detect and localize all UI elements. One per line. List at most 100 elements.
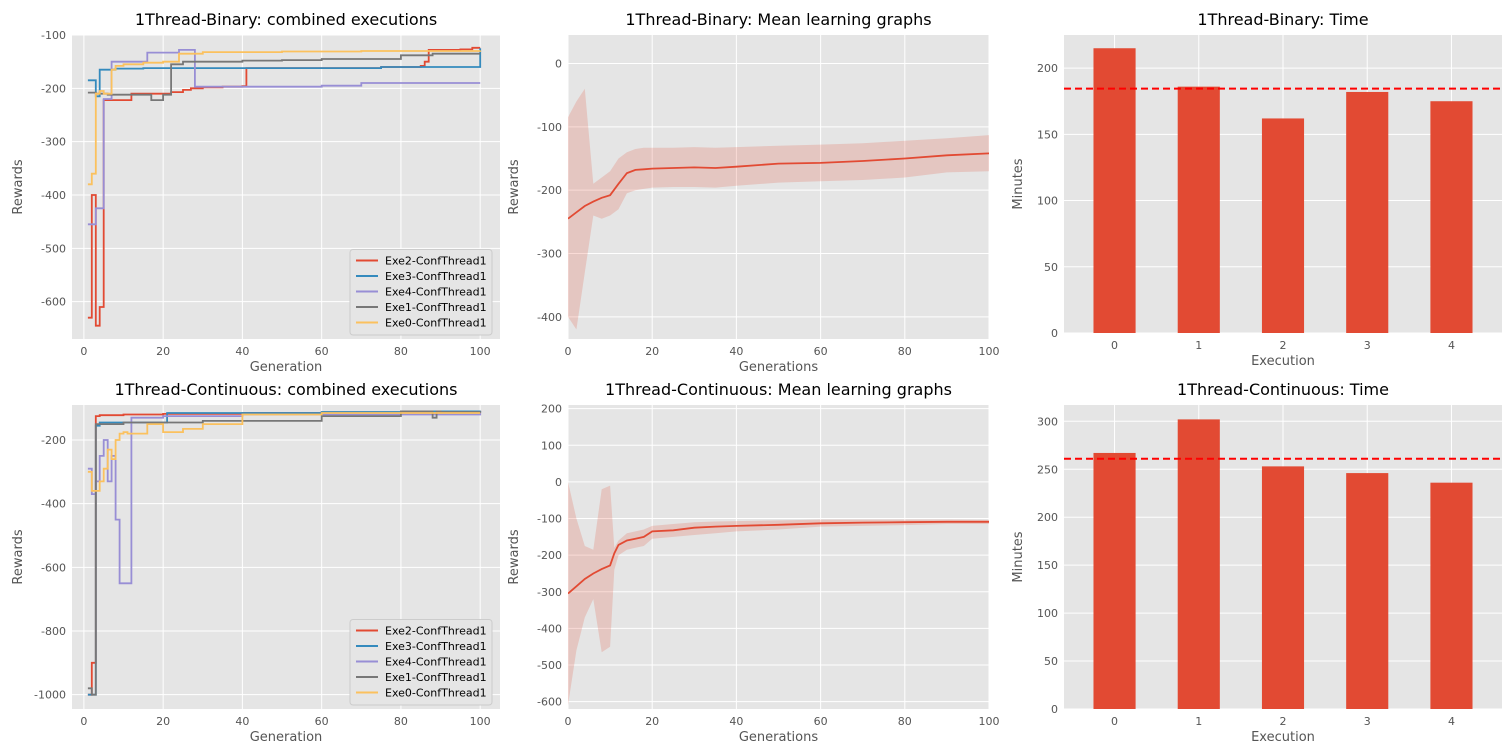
y-axis-label: Rewards xyxy=(507,529,522,584)
series-line xyxy=(87,410,482,696)
bar xyxy=(1346,473,1389,709)
x-tick-label: 40 xyxy=(235,345,249,358)
x-tick-label: 0 xyxy=(1111,715,1118,728)
y-tick-label: -800 xyxy=(41,625,66,638)
series-line xyxy=(87,50,482,186)
y-tick-label: 100 xyxy=(541,439,562,452)
y-tick-label: -200 xyxy=(41,434,66,447)
y-tick-label: -200 xyxy=(41,82,66,95)
y-tick-label: 200 xyxy=(1037,511,1058,524)
x-tick-label: 0 xyxy=(80,715,87,728)
x-tick-label: 40 xyxy=(235,715,249,728)
x-tick-label: 60 xyxy=(315,715,329,728)
confidence-band xyxy=(568,88,989,330)
legend-label: Exe4-ConfThread1 xyxy=(385,656,487,669)
legend-label: Exe2-ConfThread1 xyxy=(385,625,487,638)
series-group xyxy=(568,481,989,706)
x-tick-label: 80 xyxy=(898,345,912,358)
x-tick-label: 4 xyxy=(1448,339,1455,352)
plot-area xyxy=(568,35,989,339)
x-axis-label: Execution xyxy=(1251,354,1315,369)
bar xyxy=(1430,482,1473,709)
chart-3: -1000 -800 -600 -400 -200 0 20 40 60 80 100 Exe2-Co… xyxy=(11,380,500,745)
x-axis-label: Generation xyxy=(250,730,323,745)
confidence-band xyxy=(568,481,989,706)
series-line xyxy=(87,49,481,226)
y-axis-label: Minutes xyxy=(1011,158,1026,209)
x-tick-label: 60 xyxy=(814,345,828,358)
y-tick-label: -300 xyxy=(537,248,562,261)
y-tick-label: 100 xyxy=(1037,607,1058,620)
y-tick-label: 50 xyxy=(1044,655,1058,668)
y-tick-label: -500 xyxy=(41,242,66,255)
legend-label: Exe2-ConfThread1 xyxy=(385,255,487,268)
y-tick-label: -1000 xyxy=(34,689,66,702)
plot-area xyxy=(568,405,989,709)
legend-frame xyxy=(349,619,493,706)
x-tick-label: 80 xyxy=(394,715,408,728)
x-tick-label: 100 xyxy=(979,715,1000,728)
chart-title: 1Thread-Binary: combined executions xyxy=(135,10,437,29)
bar xyxy=(1177,419,1220,709)
bar xyxy=(1430,101,1473,333)
x-tick-label: 40 xyxy=(729,345,743,358)
x-tick-label: 0 xyxy=(565,345,572,358)
y-axis-label: Rewards xyxy=(11,529,26,584)
bar xyxy=(1093,48,1136,333)
y-tick-label: 200 xyxy=(541,403,562,416)
x-tick-label: 3 xyxy=(1364,339,1371,352)
x-tick-label: 60 xyxy=(814,715,828,728)
legend: Exe2-ConfThread1 Exe3-ConfThread1 Exe4-Con… xyxy=(349,619,493,706)
series-line xyxy=(87,412,482,585)
chart-5: 0 50 100 150 200 250 300 0 1 2 3 4 1Thread-Continuou… xyxy=(1011,380,1502,745)
chart-title: 1Thread-Continuous: Mean learning graphs xyxy=(605,380,952,399)
x-tick-label: 4 xyxy=(1448,715,1455,728)
x-tick-label: 40 xyxy=(729,715,743,728)
x-tick-label: 20 xyxy=(645,715,659,728)
chart-title: 1Thread-Binary: Mean learning graphs xyxy=(625,10,931,29)
bar xyxy=(1261,466,1305,709)
y-tick-label: -600 xyxy=(41,296,66,309)
y-tick-label: -400 xyxy=(41,189,66,202)
x-axis-label: Generations xyxy=(739,730,819,745)
y-tick-label: -100 xyxy=(41,29,66,42)
x-tick-label: 100 xyxy=(470,345,491,358)
y-axis-label: Rewards xyxy=(507,159,522,214)
y-tick-label: -600 xyxy=(41,561,66,574)
x-tick-label: 80 xyxy=(898,715,912,728)
chart-title: 1Thread-Continuous: Time xyxy=(1177,380,1389,399)
legend-label: Exe3-ConfThread1 xyxy=(385,270,487,283)
x-tick-label: 2 xyxy=(1280,339,1287,352)
x-tick-label: 0 xyxy=(565,715,572,728)
series-line xyxy=(568,520,989,595)
y-tick-label: -100 xyxy=(537,513,562,526)
y-tick-label: 150 xyxy=(1037,128,1058,141)
x-tick-label: 1 xyxy=(1195,339,1202,352)
y-tick-label: -600 xyxy=(537,696,562,709)
series-group xyxy=(87,46,482,327)
y-tick-label: 0 xyxy=(1051,327,1058,340)
x-tick-label: 3 xyxy=(1364,715,1371,728)
chart-1: -400 -300 -200 -100 0 0 20 40 60 80 100 1Thread-Bin… xyxy=(507,10,1000,375)
x-tick-label: 100 xyxy=(979,345,1000,358)
x-tick-label: 0 xyxy=(1111,339,1118,352)
y-tick-label: -300 xyxy=(537,586,562,599)
legend-label: Exe0-ConfThread1 xyxy=(385,687,487,700)
series-group xyxy=(568,88,989,330)
legend: Exe2-ConfThread1 Exe3-ConfThread1 Exe4-Con… xyxy=(349,249,493,336)
y-tick-label: 150 xyxy=(1037,559,1058,572)
y-axis-label: Minutes xyxy=(1011,531,1026,582)
x-tick-label: 100 xyxy=(470,715,491,728)
chart-0: -600 -500 -400 -300 -200 -100 0 20 40 60 80 100 Exe2… xyxy=(11,10,500,375)
chart-title: 1Thread-Binary: Time xyxy=(1197,10,1368,29)
x-axis-label: Generations xyxy=(739,360,819,375)
legend-label: Exe1-ConfThread1 xyxy=(385,671,487,684)
y-tick-label: 0 xyxy=(1051,703,1058,716)
y-tick-label: 0 xyxy=(555,58,562,71)
x-tick-label: 20 xyxy=(156,715,170,728)
x-tick-label: 1 xyxy=(1195,715,1202,728)
x-axis-label: Generation xyxy=(250,360,323,375)
y-tick-label: -400 xyxy=(41,498,66,511)
bar xyxy=(1261,118,1305,333)
bar xyxy=(1093,452,1136,709)
